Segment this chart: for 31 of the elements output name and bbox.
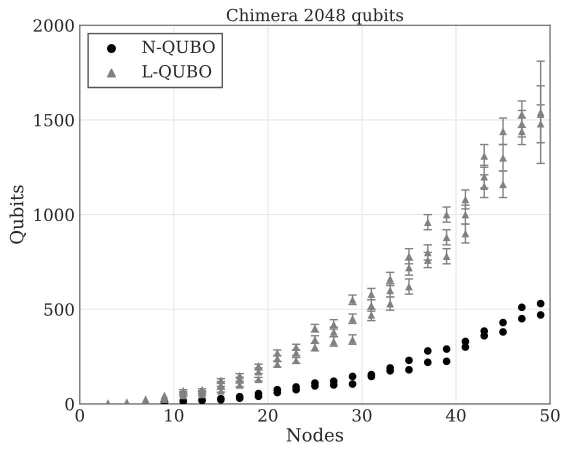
- legend-label: L-QUBO: [142, 65, 212, 80]
- point: [442, 358, 450, 366]
- x-axis-title: Nodes: [286, 428, 344, 442]
- x-tick-label: 10: [165, 409, 184, 422]
- point: [348, 380, 356, 388]
- point: [405, 356, 413, 364]
- y-tick-label: 1500: [34, 114, 74, 126]
- point: [536, 311, 544, 319]
- x-tick-label: 20: [258, 409, 278, 422]
- x-tick-label: 40: [446, 409, 466, 422]
- y-tick-label: 0: [65, 398, 74, 410]
- x-tick-label: 50: [540, 409, 560, 422]
- y-tick-label: 500: [44, 303, 74, 316]
- point: [499, 328, 507, 336]
- x-tick-label: 30: [352, 409, 372, 422]
- point: [462, 338, 470, 346]
- point: [424, 347, 432, 355]
- point: [424, 358, 432, 366]
- point: [442, 345, 450, 353]
- point: [518, 314, 526, 323]
- point: [405, 366, 413, 374]
- point: [518, 304, 526, 312]
- point: [536, 300, 544, 308]
- legend-label: N-QUBO: [142, 40, 215, 56]
- point: [499, 318, 507, 326]
- point: [348, 372, 356, 380]
- y-tick-label: 2000: [34, 19, 74, 32]
- y-axis-title: Qubits: [9, 185, 26, 244]
- chart-title: Chimera 2048 qubits: [226, 8, 404, 25]
- y-tick-label: 1000: [34, 208, 74, 222]
- x-tick-label: 0: [76, 409, 84, 422]
